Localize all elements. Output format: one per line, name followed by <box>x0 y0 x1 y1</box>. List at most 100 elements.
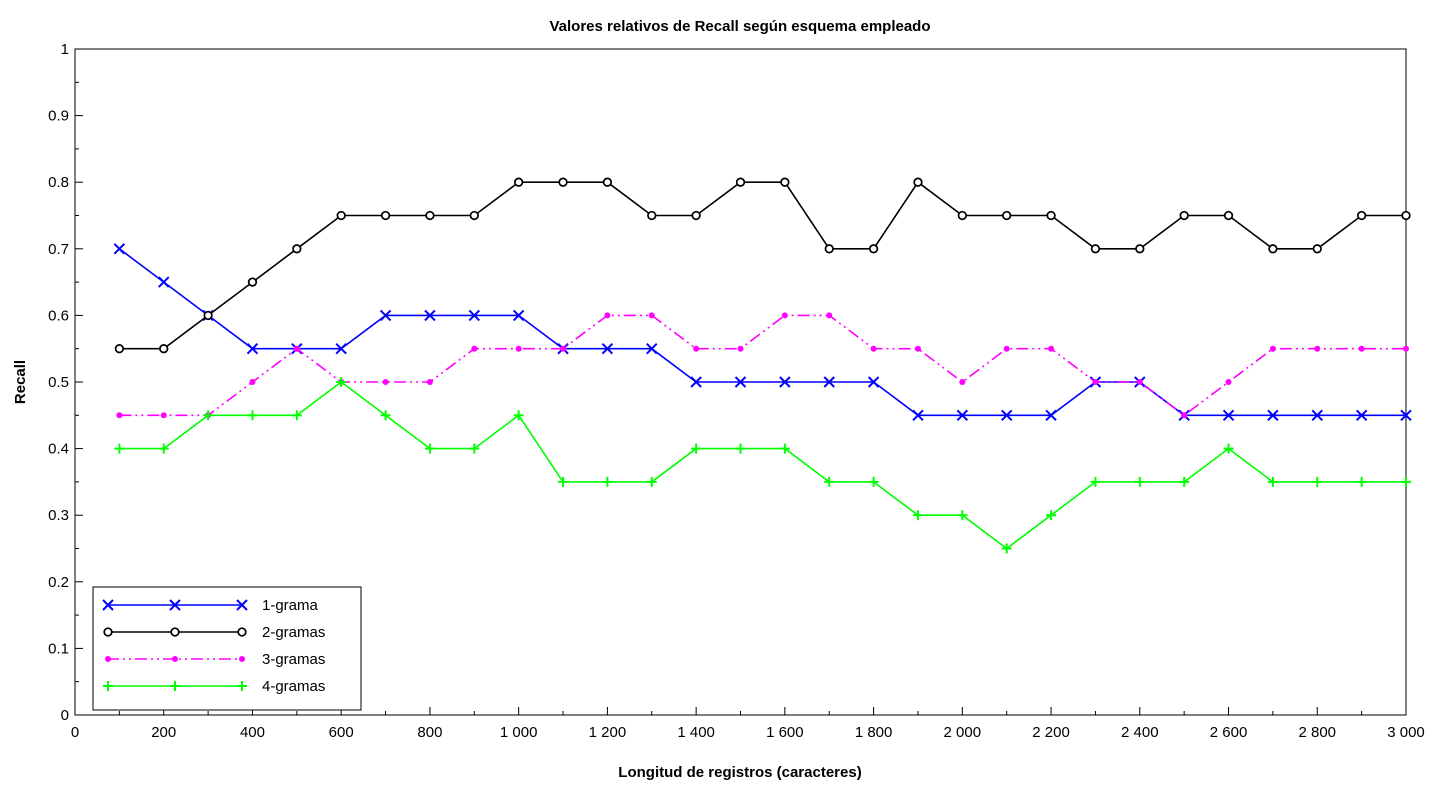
data-point-marker <box>1311 409 1323 422</box>
data-point-marker <box>293 345 300 352</box>
legend-marker <box>103 627 113 637</box>
x-tick-label: 2 600 <box>1210 724 1248 741</box>
data-point-marker <box>291 410 302 421</box>
data-point-marker <box>247 277 258 287</box>
legend-entry: 1-grama <box>102 597 319 614</box>
data-point-marker <box>1269 345 1276 352</box>
data-point-marker <box>1046 210 1056 221</box>
data-point-marker <box>203 310 213 321</box>
x-tick-label: 2 400 <box>1121 724 1159 741</box>
y-tick-label: 0 <box>61 707 69 724</box>
data-point-marker <box>1356 210 1367 221</box>
y-tick-label: 0.5 <box>48 374 69 391</box>
legend: 1-grama 2-gramas 3-gramas 4-gramas <box>92 586 362 711</box>
data-point-marker <box>380 210 391 221</box>
data-point-marker <box>912 510 923 521</box>
data-point-marker <box>292 244 302 254</box>
data-point-marker <box>1135 244 1145 254</box>
data-point-marker <box>646 476 657 487</box>
data-point-marker <box>870 345 877 352</box>
legend-marker <box>103 681 113 691</box>
data-point-marker <box>1355 409 1368 422</box>
x-tick-label: 1 200 <box>589 724 627 741</box>
data-point-marker <box>914 345 921 352</box>
data-point-marker <box>335 342 347 355</box>
data-point-marker <box>912 409 924 422</box>
data-point-marker <box>513 410 524 421</box>
data-point-marker <box>781 312 788 319</box>
x-tick-label: 1 600 <box>766 724 804 741</box>
x-tick-label: 400 <box>240 724 265 741</box>
data-point-marker <box>158 443 169 454</box>
legend-marker <box>239 656 245 662</box>
legend-marker <box>170 627 180 637</box>
data-point-marker <box>648 312 655 319</box>
data-point-marker <box>959 379 966 385</box>
data-point-marker <box>780 177 790 187</box>
data-point-marker <box>1090 476 1101 487</box>
data-point-marker <box>469 443 480 454</box>
data-point-marker <box>735 177 746 187</box>
x-tick-label: 2 200 <box>1032 724 1070 741</box>
data-point-marker <box>114 344 125 354</box>
legend-marker <box>237 627 247 637</box>
data-point-marker <box>734 376 747 388</box>
legend-marker <box>102 599 114 611</box>
data-point-marker <box>1179 210 1189 221</box>
x-tick-label: 600 <box>329 724 354 741</box>
series-4-gramas <box>114 377 1411 554</box>
data-point-marker <box>424 443 435 454</box>
data-point-marker <box>1092 379 1099 385</box>
y-tick-label: 0.4 <box>48 441 69 458</box>
series-layer <box>113 177 1412 554</box>
data-point-marker <box>336 210 346 221</box>
data-point-marker <box>779 443 790 454</box>
data-point-marker <box>560 345 567 352</box>
legend-label: 4-gramas <box>262 678 325 695</box>
data-point-marker <box>1046 510 1057 521</box>
legend-label: 1-grama <box>262 597 319 614</box>
data-point-marker <box>824 476 835 487</box>
data-point-marker <box>1401 476 1411 487</box>
data-point-marker <box>691 210 701 221</box>
legend-marker <box>236 599 248 611</box>
legend-marker <box>170 681 180 691</box>
data-point-marker <box>957 210 967 221</box>
data-point-marker <box>1181 412 1188 419</box>
data-point-marker <box>1223 443 1234 454</box>
data-point-marker <box>1312 476 1323 487</box>
legend-entry: 3-gramas <box>105 651 325 668</box>
data-point-marker <box>515 345 522 352</box>
series-line <box>118 248 1406 417</box>
chart-title: Valores relativos de Recall según esquem… <box>550 18 931 35</box>
y-tick-label: 0.6 <box>48 307 69 324</box>
data-point-marker <box>1225 379 1232 385</box>
data-point-marker <box>469 210 479 221</box>
legend-marker <box>172 656 178 662</box>
data-point-marker <box>1223 210 1234 221</box>
data-point-marker <box>380 410 391 421</box>
data-point-marker <box>1000 409 1013 422</box>
x-tick-label: 0 <box>71 724 79 741</box>
x-tick-label: 1 800 <box>855 724 893 741</box>
data-point-marker <box>514 177 524 187</box>
legend-label: 3-gramas <box>262 651 325 668</box>
y-tick-label: 0.1 <box>48 640 69 657</box>
data-point-marker <box>468 309 481 322</box>
series-1-grama <box>113 243 1412 422</box>
y-axis-title: Recall <box>12 360 29 404</box>
data-point-marker <box>1400 409 1412 422</box>
data-point-marker <box>558 177 568 187</box>
x-tick-label: 3 000 <box>1387 724 1425 741</box>
data-point-marker <box>1002 210 1012 221</box>
data-point-marker <box>737 345 744 352</box>
y-tick-label: 0.9 <box>48 108 69 125</box>
x-tick-label: 1 400 <box>677 724 715 741</box>
legend-label: 2-gramas <box>262 624 325 641</box>
data-point-marker <box>249 379 256 385</box>
data-point-marker <box>1356 476 1367 487</box>
data-point-marker <box>1090 244 1101 254</box>
y-tick-label: 0.2 <box>48 574 69 591</box>
legend-marker <box>105 656 111 662</box>
